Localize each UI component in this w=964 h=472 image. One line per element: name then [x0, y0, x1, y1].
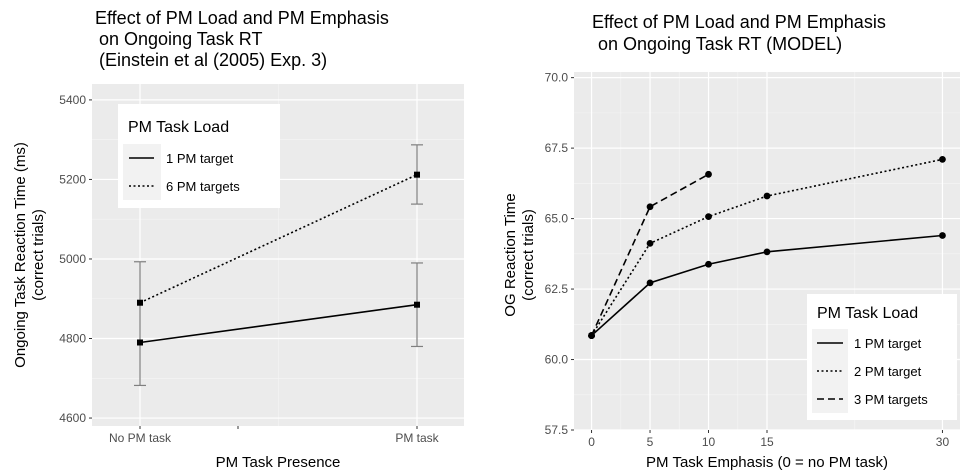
right-x-tick-label: 5 — [647, 435, 654, 449]
right-x-tick-label: 0 — [588, 435, 595, 449]
right-y-tick-label: 60.0 — [545, 353, 569, 367]
left-x-tick-label: PM task — [395, 431, 439, 445]
right-y-axis-title-line-2: (correct trials) — [520, 209, 537, 301]
left-y-tick-label: 4800 — [59, 332, 86, 346]
right-series-line-2 — [590, 158, 943, 336]
right-data-point — [939, 155, 946, 163]
left-x-axis-title: PM Task Presence — [216, 454, 341, 471]
right-chart-title-line-2: on Ongoing Task RT (MODEL) — [598, 34, 842, 54]
left-series-line-1 — [139, 303, 418, 344]
left-series-line-2 — [139, 173, 418, 304]
right-x-tick-label: 15 — [760, 435, 774, 449]
left-legend-label-1: 1 PM target — [166, 151, 234, 166]
right-y-tick-label: 70.0 — [545, 71, 569, 85]
left-y-axis-title-line-2: (correct trials) — [30, 209, 47, 301]
left-chart-title-line-3: (Einstein et al (2005) Exp. 3) — [99, 50, 327, 70]
right-legend-label-3: 3 PM targets — [854, 392, 928, 407]
left-data-point — [414, 301, 420, 308]
right-legend-label-2: 2 PM target — [854, 364, 922, 379]
right-data-point — [939, 232, 946, 239]
right-data-point — [705, 213, 712, 221]
left-legend-label-2: 6 PM targets — [166, 179, 240, 194]
right-legend-label-1: 1 PM target — [854, 336, 922, 351]
right-data-point — [646, 279, 654, 287]
left-data-point — [414, 171, 420, 178]
left-chart-title-line-1: Effect of PM Load and PM Emphasis — [95, 8, 389, 28]
right-chart: Effect of PM Load and PM Emphasis on Ong… — [502, 12, 960, 471]
left-y-tick-label: 5400 — [59, 93, 86, 107]
left-chart-title-line-2: on Ongoing Task RT — [99, 29, 262, 49]
left-chart: Effect of PM Load and PM Emphasis on Ong… — [12, 8, 464, 471]
right-x-tick-label: 30 — [936, 435, 950, 449]
left-legend-title: PM Task Load — [128, 119, 229, 136]
right-y-tick-label: 57.5 — [545, 423, 569, 437]
right-y-tick-label: 67.5 — [545, 141, 569, 155]
right-data-point — [763, 248, 771, 256]
right-chart-title-line-1: Effect of PM Load and PM Emphasis — [592, 12, 886, 32]
right-data-point — [705, 260, 712, 268]
right-gridlines — [574, 72, 960, 431]
right-x-tick-label: 10 — [702, 435, 716, 449]
right-axes: 57.5 60.0 62.5 65.0 67.5 70.0 0 5 10 15 30 — [545, 71, 950, 449]
right-data-point — [646, 239, 654, 247]
right-x-axis-title: PM Task Emphasis (0 = no PM task) — [646, 454, 888, 471]
left-y-tick-label: 5000 — [59, 252, 86, 266]
left-legend-key-2-bg — [123, 172, 161, 200]
left-axes: 4600 4800 5000 5200 5400 No PM task PM task — [59, 93, 439, 445]
left-y-axis-title-line-1: Ongoing Task Reaction Time (ms) — [12, 142, 29, 368]
right-legend: PM Task Load 1 PM target 2 PM target 3 P… — [807, 294, 957, 420]
right-series-line-3 — [590, 173, 709, 336]
left-data-point — [137, 339, 143, 346]
right-data-marks — [588, 155, 946, 339]
right-data-point — [705, 170, 712, 178]
right-data-point — [763, 192, 771, 200]
right-y-tick-label: 65.0 — [545, 212, 569, 226]
left-y-tick-label: 5200 — [59, 172, 86, 186]
left-y-tick-label: 4600 — [59, 411, 86, 425]
left-legend: PM Task Load 1 PM target 6 PM targets — [118, 104, 280, 208]
left-x-tick-label: No PM task — [109, 431, 172, 445]
right-legend-title: PM Task Load — [817, 305, 918, 322]
left-data-point — [137, 299, 143, 306]
right-y-tick-label: 62.5 — [545, 282, 569, 296]
left-data-marks — [134, 144, 423, 387]
right-data-point — [588, 332, 595, 339]
right-data-point — [646, 203, 654, 211]
right-y-axis-title-line-1: OG Reaction Time — [502, 193, 519, 316]
